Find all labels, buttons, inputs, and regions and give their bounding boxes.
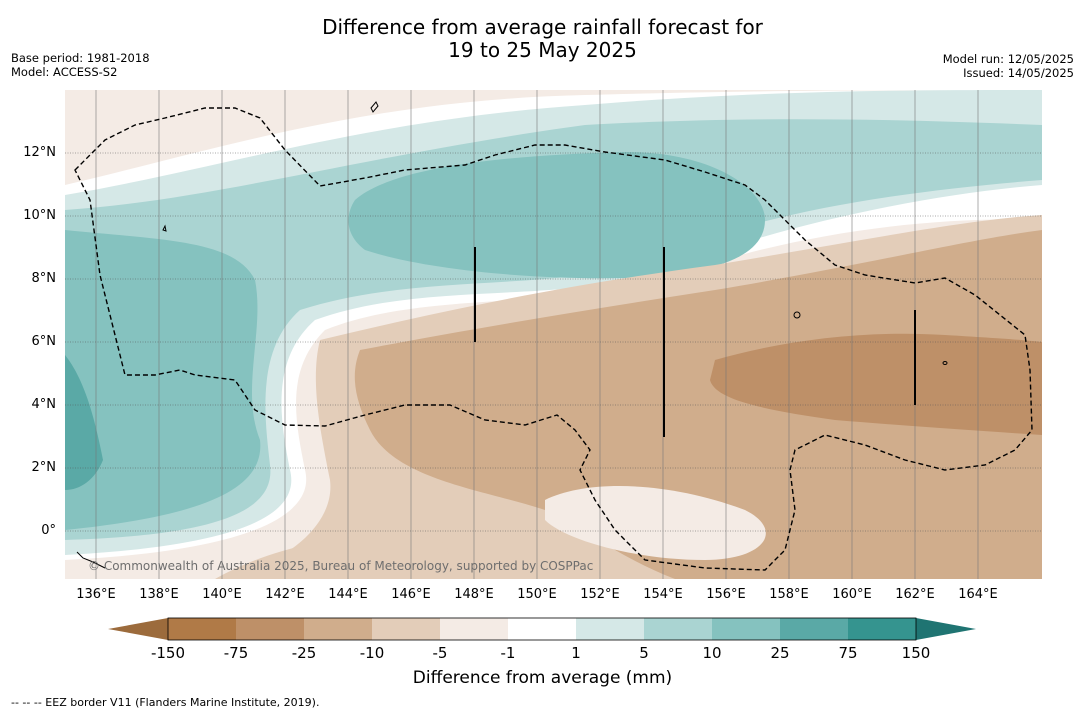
lon-label-142e: 142°E [265,587,305,602]
lat-label-12n: 12°N [23,145,56,160]
model-info: Base period: 1981-2018 Model: ACCESS-S2 [11,51,150,79]
lat-label-4n: 4°N [31,397,57,412]
colorbar [108,617,976,641]
colorbar-segment [780,618,848,640]
anomaly-band-teal [65,119,1042,540]
anomaly-band-southwest [215,534,449,579]
lon-label-160e: 160°E [832,587,872,602]
lon-label-156e: 156°E [706,587,746,602]
model-name: Model: ACCESS-S2 [11,65,118,79]
colorbar-label: 10 [702,644,722,662]
colorbar-segment [712,618,780,640]
eez-legend: -- -- -- EEZ border V11 (Flanders Marine… [11,696,320,709]
colorbar-label: 1 [571,644,581,662]
lon-label-164e: 164°E [958,587,998,602]
anomaly-band-medium-teal-central [348,152,765,279]
anomaly-band-brown [354,230,1042,579]
issued-date: Issued: 14/05/2025 [963,66,1074,80]
lon-label-162e: 162°E [895,587,935,602]
colorbar-segment [508,618,576,640]
colorbar-label: -75 [223,644,249,662]
islands [76,101,948,569]
map-title-line2: 19 to 25 May 2025 [448,38,637,62]
anomaly-band-dark-brown [710,333,1042,435]
lon-label-148e: 148°E [454,587,494,602]
lat-label-10n: 10°N [23,208,56,223]
rainfall-anomaly-map [65,90,1042,579]
lon-label-140e: 140°E [202,587,242,602]
copyright-notice: © Commonwealth of Australia 2025, Bureau… [88,559,594,573]
colorbar-label: -150 [150,644,186,662]
lon-label-138e: 138°E [139,587,179,602]
lon-label-150e: 150°E [517,587,557,602]
lon-label-146e: 146°E [391,587,431,602]
colorbar-segment [576,618,644,640]
map-canvas [65,90,1042,579]
colorbar-segment [644,618,712,640]
lat-label-2n: 2°N [31,460,57,475]
colorbar-segment [372,618,440,640]
anomaly-band-medium-teal-west [65,230,261,530]
colorbar-segment [304,618,372,640]
lat-label-0: 0° [41,523,56,538]
colorbar-label: -10 [359,644,385,662]
colorbar-segment [440,618,508,640]
colorbar-title: Difference from average (mm) [412,668,673,688]
colorbar-segment [848,618,916,640]
base-period: Base period: 1981-2018 [11,51,150,65]
lon-label-152e: 152°E [580,587,620,602]
map-title-line1: Difference from average rainfall forecas… [322,15,763,39]
lon-label-144e: 144°E [328,587,368,602]
colorbar-label: -1 [500,644,516,662]
longitude-gridlines [95,90,979,579]
lon-label-158e: 158°E [769,587,809,602]
colorbar-extend-low [108,618,168,640]
run-info: Model run: 12/05/2025 Issued: 14/05/2025 [943,52,1074,80]
lat-label-8n: 8°N [31,271,57,286]
latitude-gridlines [65,152,1042,532]
colorbar-label: 5 [639,644,649,662]
colorbar-extend-high [916,618,976,640]
lon-label-136e: 136°E [76,587,116,602]
colorbar-segment [168,618,236,640]
colorbar-label: -5 [432,644,448,662]
model-run-date: Model run: 12/05/2025 [942,52,1074,66]
anomaly-band-dark-teal-west [65,355,103,490]
lat-label-6n: 6°N [31,334,57,349]
colorbar-label: 75 [838,644,858,662]
colorbar-segment [236,618,304,640]
colorbar-label: 25 [770,644,790,662]
eez-boundary [74,107,1033,571]
colorbar-label: -25 [291,644,317,662]
lon-label-154e: 154°E [643,587,683,602]
colorbar-label: 150 [901,644,931,662]
